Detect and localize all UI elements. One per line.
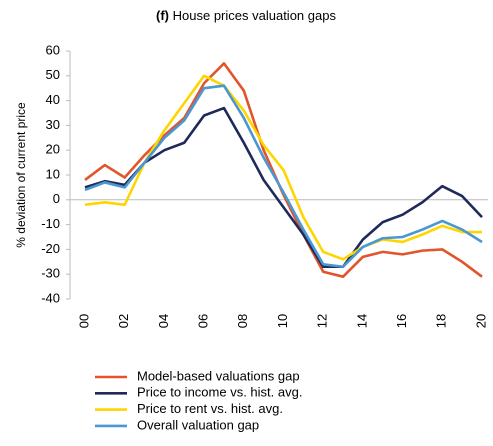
y-tick-label: 10 <box>46 166 60 181</box>
y-tick-label: -30 <box>41 266 60 281</box>
y-tick-label: -40 <box>41 290 60 305</box>
y-tick-label: -20 <box>41 241 60 256</box>
chart-title: House prices valuation gaps <box>173 8 337 23</box>
x-tick-label: 08 <box>235 314 250 328</box>
x-tick-label: 12 <box>315 314 330 328</box>
series-line <box>84 84 483 269</box>
y-tick-label: 30 <box>46 117 60 132</box>
y-tick-label: 50 <box>46 67 60 82</box>
x-tick-label: 06 <box>196 314 211 328</box>
series-line <box>84 106 483 269</box>
x-tick-label: 14 <box>354 314 369 328</box>
y-tick-label: 40 <box>46 92 60 107</box>
x-tick-label: 00 <box>76 314 91 328</box>
x-tick-label: 04 <box>156 314 171 328</box>
series-line <box>84 74 482 261</box>
x-tick-label: 02 <box>116 314 131 328</box>
x-tick-label: 10 <box>275 314 290 328</box>
legend-label: Price to rent vs. hist. avg. <box>137 401 283 416</box>
y-tick-label: -10 <box>41 216 60 231</box>
x-tick-label: 16 <box>394 314 409 328</box>
chart-title-line: (f) House prices valuation gaps <box>156 8 336 23</box>
x-tick-label: 20 <box>473 314 488 328</box>
legend-label: Price to income vs. hist. avg. <box>137 385 302 400</box>
y-axis-label: % deviation of current price <box>14 102 28 248</box>
panel-label: (f) <box>156 8 169 23</box>
legend-label: Model-based valuations gap <box>137 368 300 383</box>
y-tick-label: 0 <box>53 191 60 206</box>
x-tick-label: 18 <box>434 314 449 328</box>
y-tick-label: 20 <box>46 142 60 157</box>
y-tick-label: 60 <box>46 42 60 57</box>
legend-label: Overall valuation gap <box>137 417 259 432</box>
